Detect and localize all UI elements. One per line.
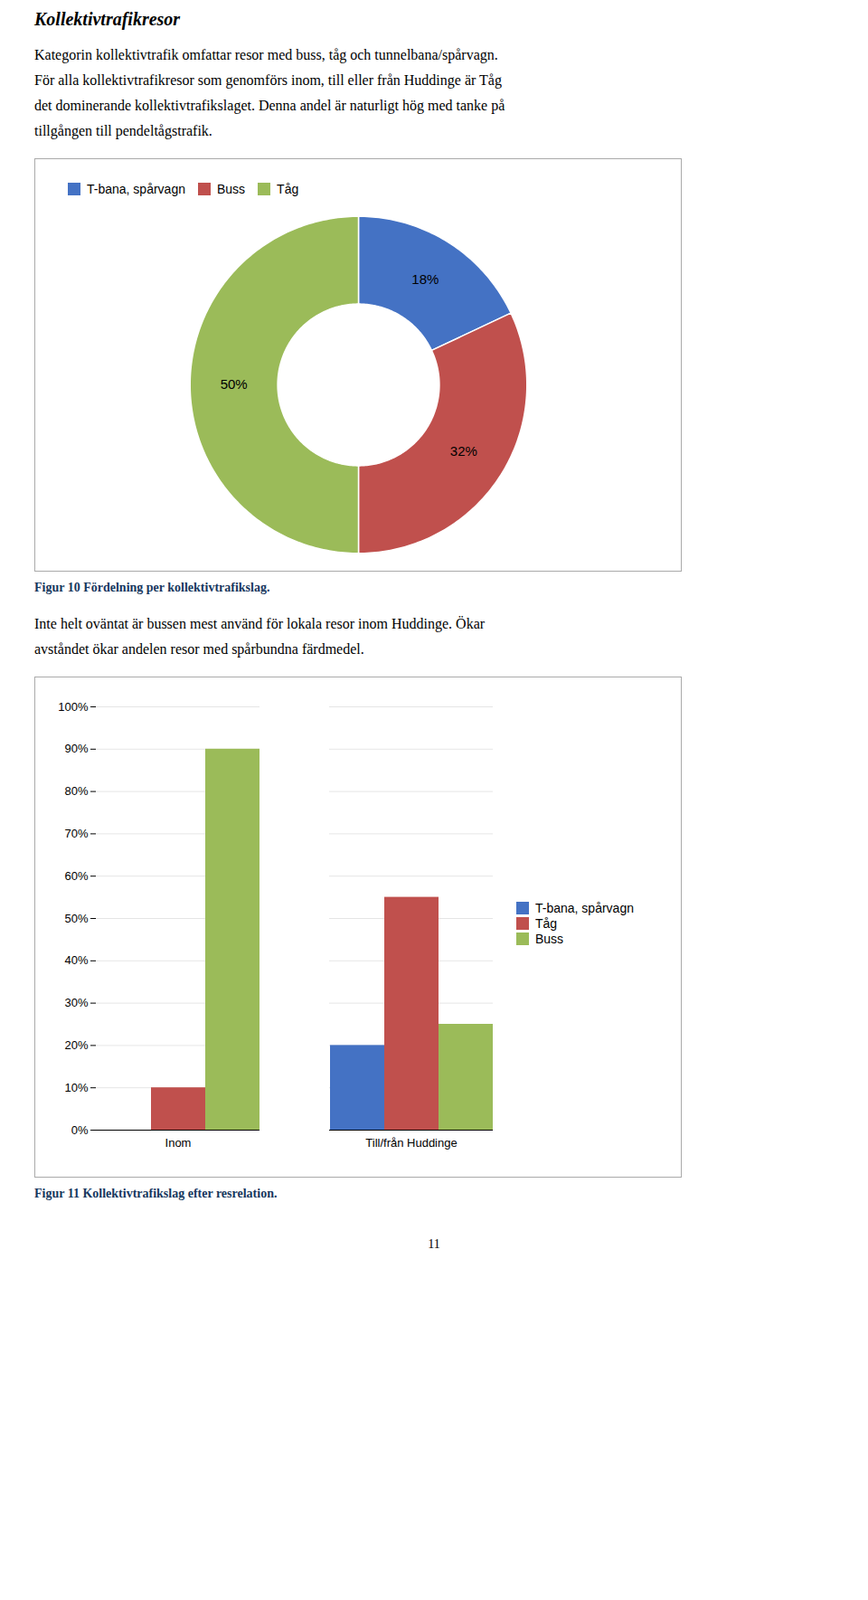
- svg-text:80%: 80%: [64, 783, 88, 798]
- svg-text:40%: 40%: [64, 952, 88, 967]
- svg-text:Inom: Inom: [165, 1135, 192, 1150]
- svg-text:18%: 18%: [411, 271, 439, 287]
- svg-text:50%: 50%: [64, 911, 88, 925]
- svg-text:Till/från Huddinge: Till/från Huddinge: [365, 1135, 457, 1150]
- svg-text:20%: 20%: [64, 1037, 88, 1052]
- html-text:Buss: Buss: [535, 931, 564, 946]
- svg-text:10%: 10%: [64, 1080, 88, 1095]
- svg-text:50%: 50%: [220, 376, 248, 392]
- html-text:Figur 10 Fördelning per kollek: Figur 10 Fördelning per kollektivtrafiks…: [34, 580, 270, 595]
- html-text:T-bana, spårvagn: T-bana, spårvagn: [86, 181, 186, 196]
- html-text:T-bana, spårvagn: T-bana, spårvagn: [535, 900, 634, 916]
- svg-text:60%: 60%: [64, 868, 88, 883]
- html-text:det dominerande kollektivtrafi: det dominerande kollektivtrafikslaget. D…: [34, 97, 505, 114]
- html-text:Inte helt oväntat är bussen me: Inte helt oväntat är bussen mest använd …: [34, 615, 485, 632]
- html-text:11: 11: [427, 1236, 441, 1251]
- svg-text:90%: 90%: [64, 741, 88, 755]
- html-text:För alla kollektivtrafikresor: För alla kollektivtrafikresor som genomf…: [34, 72, 502, 88]
- svg-text:30%: 30%: [64, 995, 88, 1010]
- html-text:Figur 11 Kollektivtrafikslag e: Figur 11 Kollektivtrafikslag efter resre…: [34, 1186, 278, 1200]
- html-text:tillgången till pendeltågstraf: tillgången till pendeltågstrafik.: [34, 122, 213, 139]
- html-text:Tåg: Tåg: [276, 181, 299, 196]
- svg-text:32%: 32%: [450, 443, 478, 459]
- html-text:Kategorin kollektivtrafik omfa: Kategorin kollektivtrafik omfattar resor…: [34, 47, 498, 63]
- html-text:avståndet ökar andelen resor m: avståndet ökar andelen resor med spårbun…: [34, 641, 365, 657]
- html-text:Tåg: Tåg: [535, 915, 558, 931]
- svg-text:70%: 70%: [64, 826, 88, 840]
- html-text:Kollektivtrafikresor: Kollektivtrafikresor: [34, 9, 181, 29]
- svg-text:0%: 0%: [71, 1122, 89, 1137]
- svg-text:100%: 100%: [57, 699, 89, 714]
- html-text:Buss: Buss: [217, 181, 246, 196]
